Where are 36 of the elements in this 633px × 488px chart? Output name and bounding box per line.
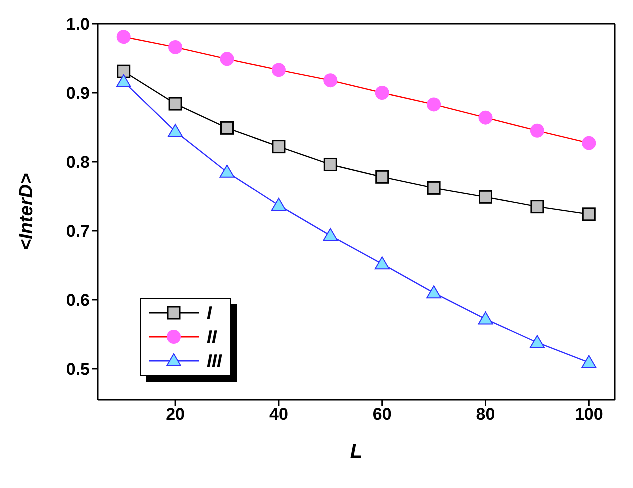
point [376,170,390,184]
point [427,181,441,195]
x-tick-label: 20 [166,405,186,424]
point [426,286,442,299]
point [323,228,338,242]
y-axis-title: <InterD> [16,173,38,251]
point [220,164,235,178]
point [168,97,182,111]
point [530,335,545,348]
point [271,198,286,211]
y-tick-label: 1.0 [66,15,90,34]
point [582,355,597,368]
point [168,124,184,138]
legend-label: III [207,350,222,372]
x-tick-label: 60 [372,405,392,424]
x-tick-label: 80 [476,405,496,424]
point [220,121,234,135]
y-tick-label: 0.8 [66,153,90,172]
y-tick-label: 0.6 [66,291,90,310]
y-tick-label: 0.7 [66,222,90,242]
point [116,74,132,88]
legend-label: I [207,302,212,324]
point [324,158,338,172]
point [272,140,286,154]
point [117,64,131,78]
point [478,312,494,325]
x-tick-label: 100 [574,405,604,424]
legend-label: II [207,326,218,348]
y-tick-label: 0.9 [66,84,90,104]
point [582,208,596,222]
y-tick-label: 0.5 [66,360,90,379]
x-tick-label: 40 [269,405,288,424]
x-axis-title: L [350,441,363,463]
point [479,190,492,204]
point [530,200,544,214]
point [374,256,390,270]
